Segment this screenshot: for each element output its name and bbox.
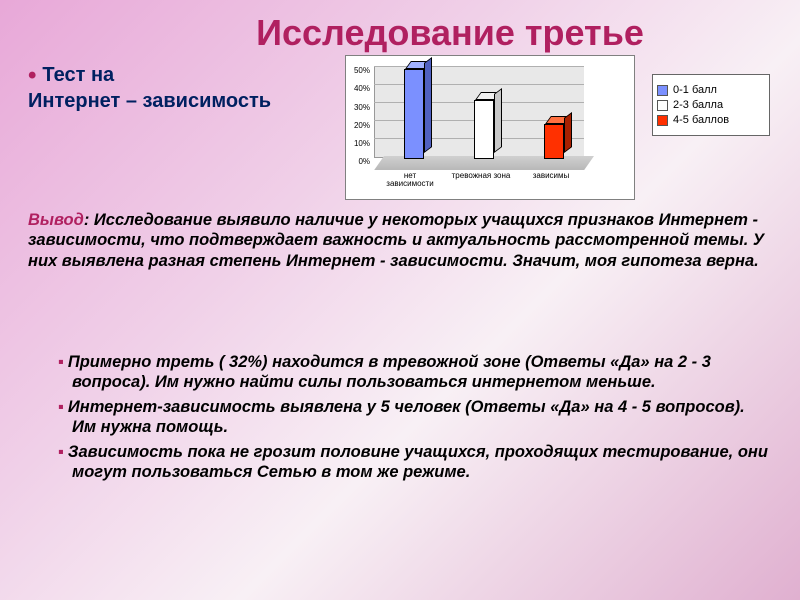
chart-legend: 0-1 балл 2-3 балла 4-5 баллов	[652, 74, 770, 136]
point-item: ▪Интернет-зависимость выявлена у 5 челов…	[28, 397, 772, 438]
conclusion-text: : Исследование выявило наличие у некотор…	[28, 211, 764, 270]
legend-item: 2-3 балла	[657, 99, 765, 111]
bar-2	[544, 124, 564, 159]
bar-chart: 50% 40% 30% 20% 10% 0% нет зависимости т…	[345, 55, 635, 200]
bullet-points: ▪Примерно треть ( 32%) находится в трево…	[28, 348, 772, 483]
subtitle-line1: Тест на	[42, 64, 114, 86]
y-axis-labels: 50% 40% 30% 20% 10% 0%	[348, 62, 370, 172]
bar-1	[474, 100, 494, 159]
legend-item: 0-1 балл	[657, 84, 765, 96]
legend-item: 4-5 баллов	[657, 114, 765, 126]
slide-title: Исследование третье	[0, 0, 800, 54]
conclusion-paragraph: Вывод: Исследование выявило наличие у не…	[28, 210, 772, 275]
bullet-icon: •	[28, 62, 36, 89]
point-item: ▪Примерно треть ( 32%) находится в трево…	[28, 352, 772, 393]
legend-swatch	[657, 85, 668, 96]
legend-swatch	[657, 115, 668, 126]
point-item: ▪Зависимость пока не грозит половине уча…	[28, 442, 772, 483]
subtitle-line2: Интернет – зависимость	[28, 88, 271, 114]
conclusion-label: Вывод	[28, 211, 84, 229]
subtitle: • Тест на Интернет – зависимость	[28, 62, 271, 114]
legend-swatch	[657, 100, 668, 111]
bar-0	[404, 69, 424, 159]
